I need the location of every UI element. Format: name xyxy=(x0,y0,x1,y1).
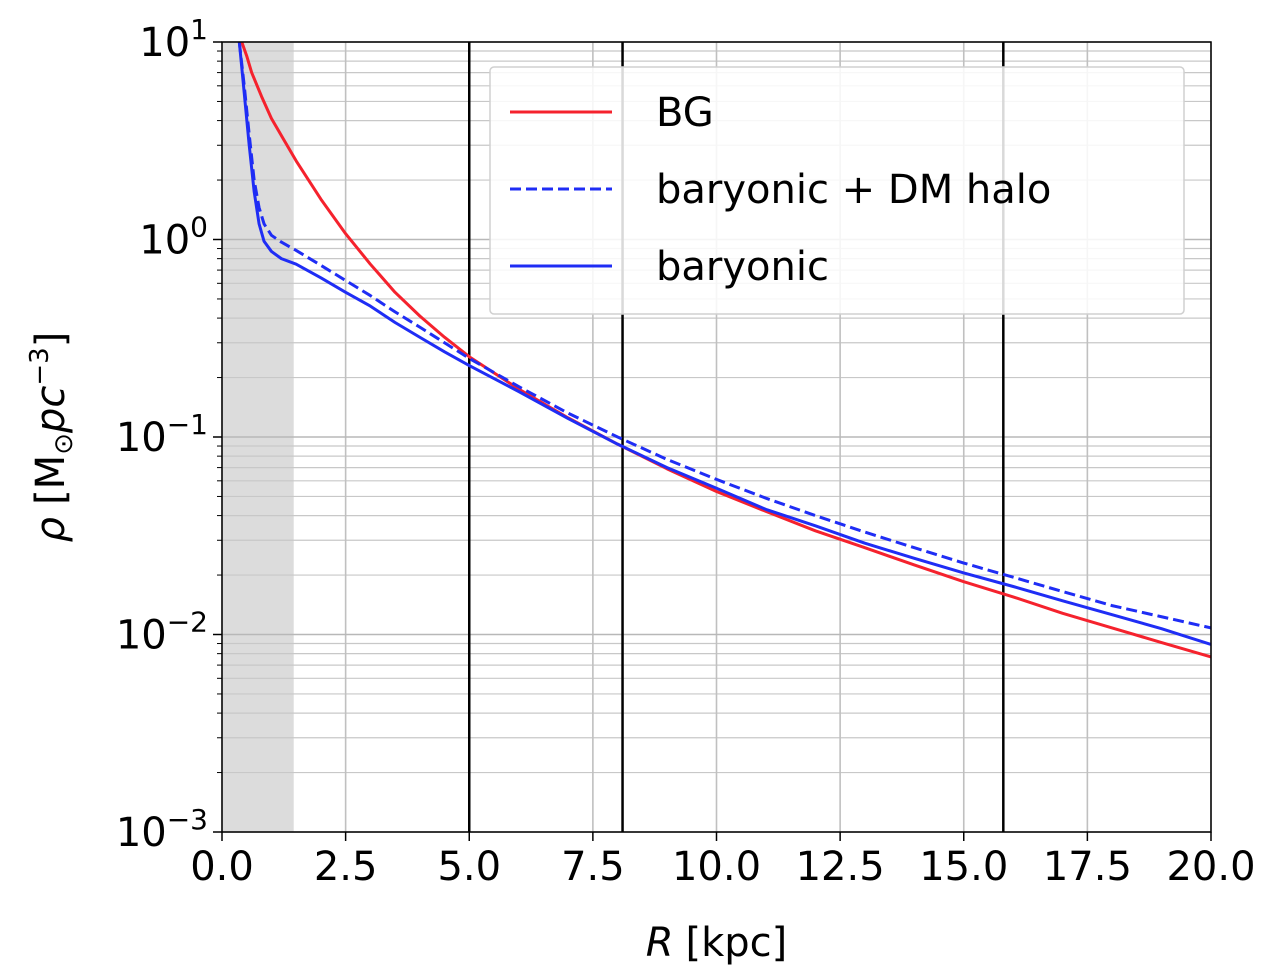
x-tick-label: 7.5 xyxy=(561,844,625,890)
x-tick-label: 2.5 xyxy=(314,844,378,890)
legend-label: baryonic xyxy=(656,244,829,290)
y-tick-label: 10−3 xyxy=(116,803,208,856)
series-line xyxy=(240,42,1211,659)
y-axis-ticks: 10−3 10−2 10−1 100 101 xyxy=(116,13,222,856)
series-line xyxy=(237,42,1211,630)
series-layer xyxy=(237,42,1211,659)
x-tick-label: 12.5 xyxy=(796,844,885,890)
x-tick-label: 10.0 xyxy=(672,844,761,890)
legend-label: BG xyxy=(656,90,714,136)
legend-item: BG xyxy=(510,90,714,136)
plot-area xyxy=(221,41,1212,833)
y-tick-label: 10−2 xyxy=(116,606,208,659)
legend-item: baryonic xyxy=(510,244,829,290)
x-tick-label: 5.0 xyxy=(437,844,501,890)
x-axis-label: R [kpc] xyxy=(646,920,788,966)
x-tick-label: 15.0 xyxy=(919,844,1008,890)
series-line xyxy=(237,42,1211,646)
x-tick-label: 20.0 xyxy=(1166,844,1255,890)
y-tick-label: 101 xyxy=(139,13,208,66)
legend-label: baryonic + DM halo xyxy=(656,167,1051,213)
x-tick-label: 0.0 xyxy=(190,844,254,890)
legend: BG baryonic + DM halo baryonic xyxy=(489,66,1185,315)
y-tick-label: 10−1 xyxy=(116,408,208,461)
y-axis-label: ρ[M⊙pc−3] xyxy=(25,332,79,543)
x-axis-ticks: 0.0 2.5 5.0 7.5 10.0 12.5 15.0 17.5 20.0 xyxy=(190,832,1256,890)
legend-item: baryonic + DM halo xyxy=(510,167,1051,213)
x-tick-label: 17.5 xyxy=(1043,844,1132,890)
legend-box xyxy=(489,66,1185,315)
y-tick-label: 100 xyxy=(139,211,208,264)
